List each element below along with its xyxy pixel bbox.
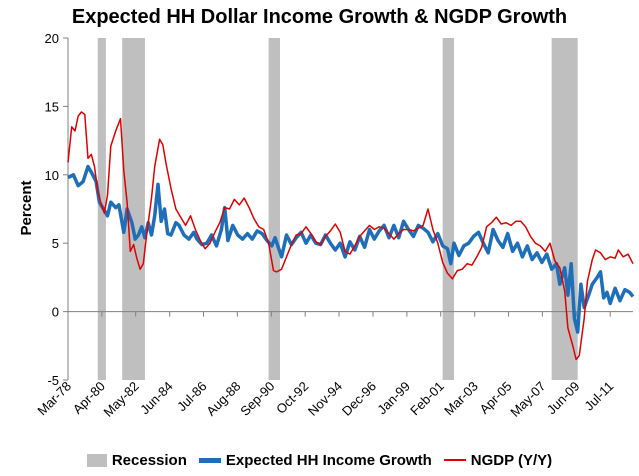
x-tick-label-10: Jan-99 bbox=[374, 379, 413, 418]
y-tick-label-3: 10 bbox=[45, 168, 59, 183]
series-ngdp-line bbox=[67, 111, 634, 361]
legend-label-income: Expected HH Income Growth bbox=[225, 451, 432, 469]
series-lines bbox=[67, 111, 635, 361]
x-tick-label-7: Oct-92 bbox=[273, 379, 311, 417]
legend-swatch-recession bbox=[86, 453, 107, 467]
x-tick-label-16: Jul-11 bbox=[581, 379, 616, 414]
legend-item-ngdp: NGDP (Y/Y) bbox=[443, 451, 553, 469]
line-chart: -505101520Mar-78Apr-80May-82Jun-84Jul-86… bbox=[18, 31, 635, 420]
legend-label-recession: Recession bbox=[111, 451, 187, 469]
x-tick-label-9: Dec-96 bbox=[339, 379, 379, 419]
y-tick-label-0: -5 bbox=[47, 373, 59, 388]
legend-label-ngdp: NGDP (Y/Y) bbox=[470, 451, 553, 469]
legend-item-recession: Recession bbox=[86, 451, 187, 469]
axes bbox=[63, 37, 633, 381]
y-tick-label-2: 5 bbox=[52, 236, 59, 251]
x-tick-label-14: May-07 bbox=[507, 379, 548, 420]
legend-item-income: Expected HH Income Growth bbox=[198, 451, 432, 469]
x-tick-label-2: May-82 bbox=[101, 379, 142, 420]
recession-band-1 bbox=[122, 38, 145, 380]
recession-band-2 bbox=[268, 38, 280, 380]
x-tick-label-8: Nov-94 bbox=[305, 379, 345, 419]
x-tick-label-11: Feb-01 bbox=[407, 379, 447, 419]
y-axis-label: Percent bbox=[18, 180, 35, 235]
x-tick-label-5: Aug-88 bbox=[203, 379, 243, 419]
series-income-line bbox=[67, 164, 635, 334]
chart-title: Expected HH Dollar Income Growth & NGDP … bbox=[71, 6, 568, 28]
x-tick-label-15: Jun-09 bbox=[544, 379, 583, 418]
recession-band-3 bbox=[442, 38, 455, 380]
y-tick-label-1: 0 bbox=[52, 305, 59, 320]
recession-band-4 bbox=[551, 38, 578, 380]
legend-swatch-income bbox=[198, 457, 221, 463]
legend: Recession Expected HH Income Growth NGDP… bbox=[0, 449, 639, 471]
x-tick-label-12: Mar-03 bbox=[441, 379, 481, 419]
x-tick-label-3: Jun-84 bbox=[137, 379, 176, 418]
y-tick-label-5: 20 bbox=[45, 31, 59, 46]
y-tick-label-4: 15 bbox=[45, 99, 59, 114]
recession-bands bbox=[97, 38, 578, 380]
legend-swatch-ngdp bbox=[443, 459, 466, 461]
x-tick-label-6: Sep-90 bbox=[237, 379, 277, 419]
